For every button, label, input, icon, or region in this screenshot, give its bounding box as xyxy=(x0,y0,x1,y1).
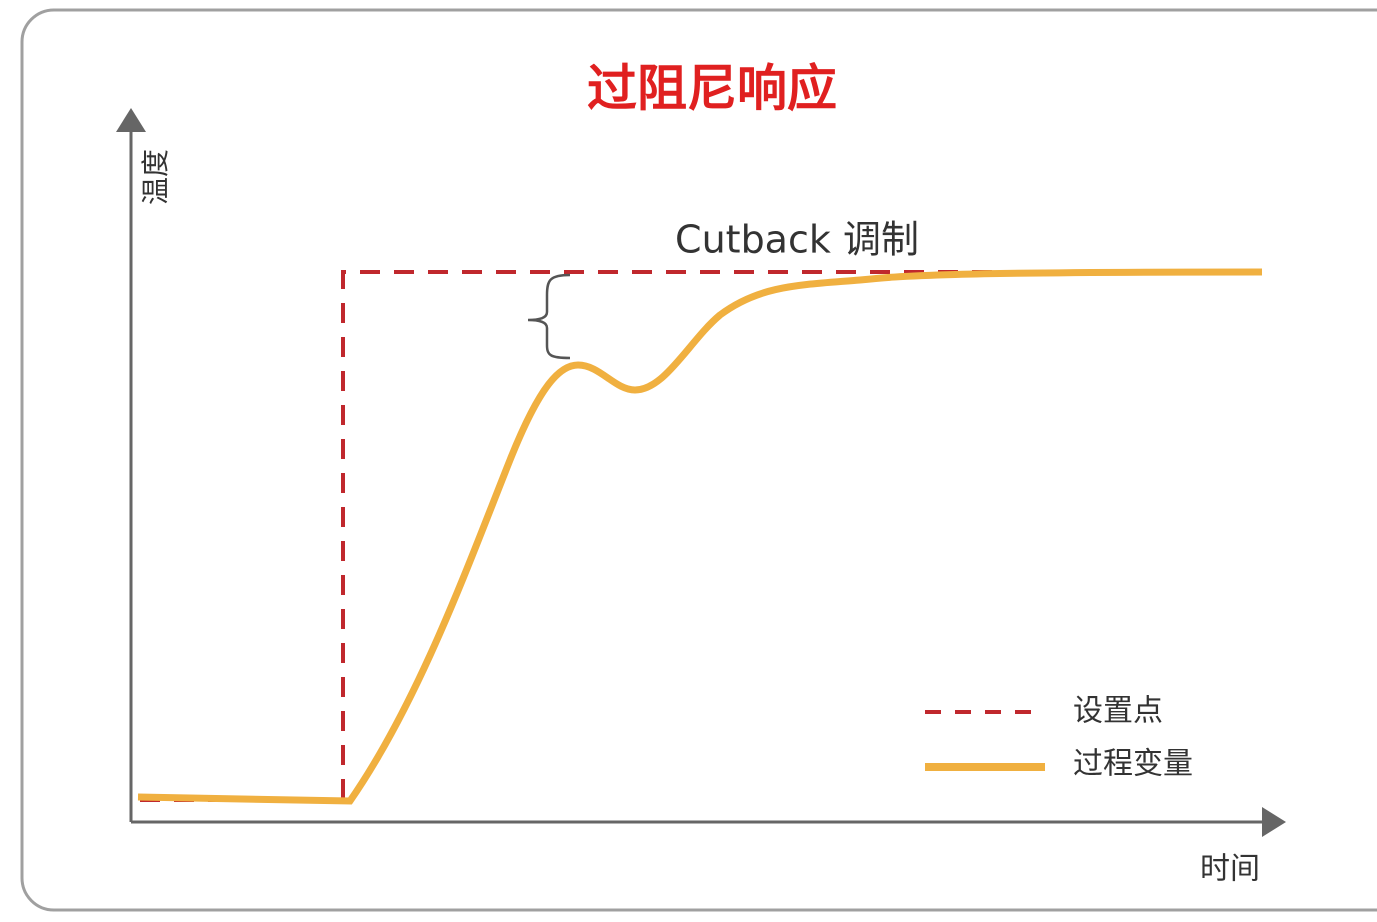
setpoint-line xyxy=(140,270,1262,802)
frame xyxy=(20,8,1377,912)
brace xyxy=(527,273,571,360)
process-curve xyxy=(137,268,1263,805)
y-axis-label: 温度 xyxy=(139,149,172,205)
annotation: Cutback 调制 xyxy=(675,218,919,262)
title: 过阻尼响应 xyxy=(587,60,837,118)
x-axis-label: 时间 xyxy=(1200,852,1260,887)
legend-label: 设置点 xyxy=(1073,694,1163,729)
legend-label: 过程变量 xyxy=(1073,747,1193,782)
